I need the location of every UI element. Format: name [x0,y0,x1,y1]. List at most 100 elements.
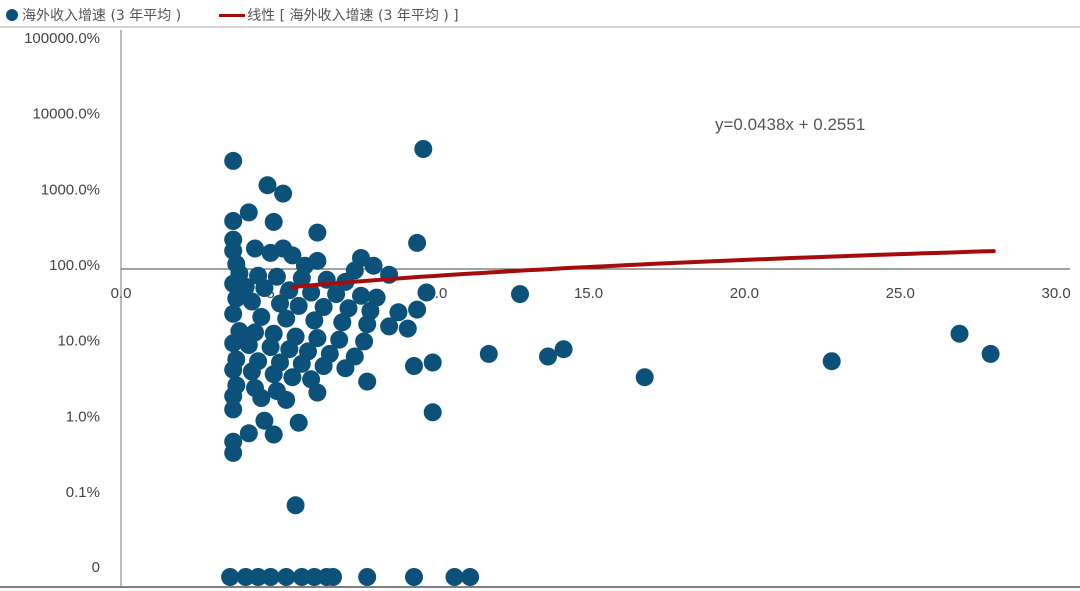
x-tick-label: 30.0 [1041,285,1070,302]
data-point [224,212,243,230]
legend-scatter-label: 海外收入增速 (3 年平均 ) [22,8,182,24]
data-point [308,329,327,348]
x-tick-label: 0.0 [111,285,132,302]
legend-item-scatter: 海外收入增速 (3 年平均 ) [6,5,181,25]
data-point [261,243,280,262]
data-point [302,283,321,302]
legend-dot-icon [6,9,18,21]
data-point [358,315,377,334]
data-point [274,184,293,203]
data-point [355,332,374,351]
data-point [950,324,969,343]
data-point [283,246,302,265]
data-point [308,223,327,242]
data-point [289,413,308,432]
data-point [292,568,311,586]
legend-trendline-label: 线性 [ 海外收入增速 (3 年平均 ) ] [247,8,459,24]
data-point [227,289,246,308]
y-tick-label: 1.0% [66,408,100,425]
x-tick-label: 15.0 [574,285,603,302]
data-point [339,299,358,318]
trendline [290,249,996,290]
data-point [445,568,464,586]
data-point [258,176,277,195]
data-point [314,357,333,375]
y-tick-label: 0 [92,559,100,576]
y-tick-label: 100.0% [49,257,100,274]
data-point [414,140,433,158]
data-point [292,269,311,288]
data-point [264,365,283,384]
data-point [236,568,255,586]
data-point [423,353,442,372]
data-point [252,307,271,326]
legend-item-trendline: 线性 [ 海外收入增速 (3 年平均 ) ] [219,5,459,25]
data-point [249,568,268,586]
data-point [239,336,258,354]
data-point [261,338,280,356]
data-point [408,300,427,319]
data-point [224,400,243,419]
data-point [224,334,243,353]
trendline-equation: y=0.0438x + 0.2551 [715,115,865,134]
data-point [242,362,261,381]
data-point [308,251,327,270]
y-tick-label: 0.1% [66,484,100,501]
x-tick-label: 25.0 [886,285,915,302]
data-point [364,256,383,275]
data-point [224,151,243,170]
data-point [239,424,258,443]
data-point [242,292,261,311]
data-point [336,359,355,378]
y-axis-ticks: 0 0.1% 1.0% 10.0% 100.0% 1000.0% 10000.0% 10000… [24,30,100,576]
data-point [246,239,264,258]
data-point [511,285,529,304]
data-point [554,340,573,359]
data-point [330,330,349,349]
data-point [389,303,408,322]
data-point [327,285,346,304]
data-point [539,347,557,366]
data-point [981,344,1000,363]
data-point [277,568,296,586]
y-tick-label: 100000.0% [24,30,100,47]
y-tick-label: 10.0% [57,333,100,350]
data-point [224,443,243,462]
data-point [358,372,377,391]
data-point [822,352,841,371]
data-point [305,568,324,586]
data-point [408,233,427,252]
data-point [405,357,423,375]
data-point [417,283,436,302]
data-point [271,294,289,313]
data-point [224,304,243,323]
data-point [405,568,423,586]
legend-line-icon [219,13,246,17]
data-point [280,340,299,359]
data-point [277,390,296,409]
data-point [423,403,442,422]
data-point [277,309,296,328]
data-point [252,389,271,407]
data-point [224,387,243,406]
data-point [380,317,399,336]
data-point [286,496,305,515]
y-tick-label: 10000.0% [32,106,100,123]
data-point [324,568,342,586]
data-point [308,383,327,402]
data-point [333,313,352,332]
scatter-points [221,140,1000,586]
chart-legend: 海外收入增速 (3 年平均 ) 线性 [ 海外收入增速 (3 年平均 ) ] [6,4,497,26]
y-tick-label: 1000.0% [41,181,100,198]
data-point [461,568,480,586]
x-tick-label: 20.0 [730,285,759,302]
data-point [292,354,311,373]
data-point [314,298,333,316]
data-point [398,319,417,338]
data-point [283,368,302,387]
data-point [264,425,283,444]
data-point [352,286,370,305]
data-point [267,267,286,286]
data-point [264,212,283,231]
